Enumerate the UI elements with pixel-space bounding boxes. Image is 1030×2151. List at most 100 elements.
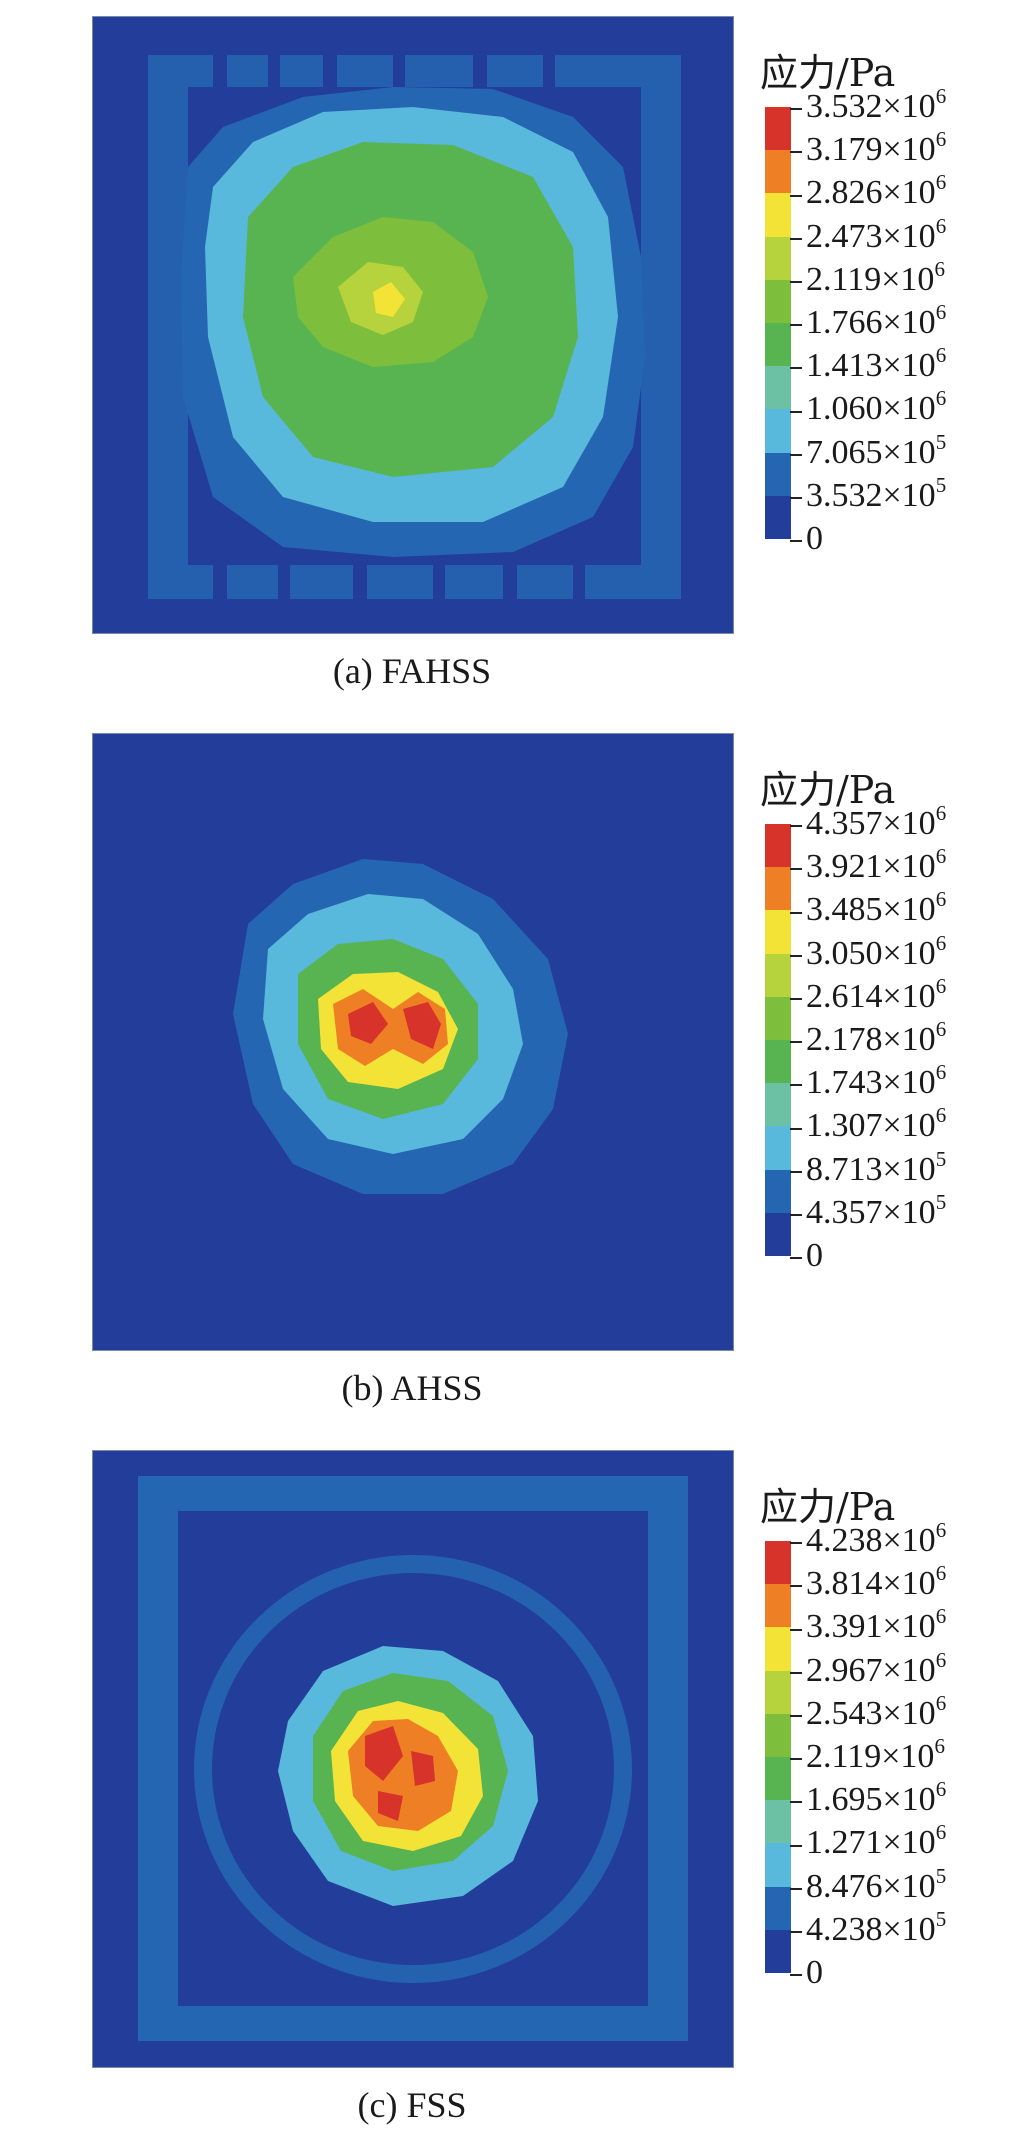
colorbar-band [765, 1843, 791, 1888]
tick-times-ten: ×10 [882, 217, 936, 255]
tick-exponent: 6 [935, 1017, 947, 1041]
colorbar-band [765, 1800, 791, 1844]
tick-exponent: 5 [935, 1863, 947, 1888]
tick-times-ten: ×10 [882, 1565, 936, 1603]
tick-exponent: 6 [935, 127, 947, 152]
colorbar [765, 107, 791, 540]
tick-times-ten: ×10 [882, 1107, 936, 1145]
tick-mantissa: 2.178 [806, 1021, 883, 1058]
colorbar-tick-label: 3.921×106 [790, 846, 946, 886]
tick-times-ten: ×10 [882, 805, 936, 842]
tick-mantissa: 1.743 [806, 1064, 883, 1102]
tick-times-ten: ×10 [882, 848, 936, 886]
tick-mark [790, 868, 802, 871]
colorbar-band [765, 279, 791, 324]
tick-mantissa: 1.271 [806, 1824, 883, 1862]
tick-mantissa: 4.357 [806, 805, 883, 842]
tick-exponent: 5 [935, 1906, 947, 1931]
tick-times-ten: ×10 [882, 1781, 936, 1819]
colorbar-band [765, 452, 791, 497]
tick-mantissa: 7.065 [806, 433, 883, 471]
tick-times-ten: ×10 [882, 1824, 936, 1862]
legend-title: 应力/Pa [760, 768, 896, 812]
tick-mark [790, 1628, 802, 1631]
colorbar-tick-label: 8.713×105 [790, 1148, 946, 1188]
tick-mantissa: 3.485 [806, 891, 883, 929]
tick-times-ten: ×10 [881, 1738, 935, 1775]
tick-mantissa: 2.826 [806, 174, 883, 212]
contour-ahss [93, 734, 733, 1350]
colorbar-tick-label: 2.543×106 [790, 1692, 946, 1732]
tick-mantissa: 4.357 [806, 1193, 883, 1231]
tick-times-ten: ×10 [882, 88, 936, 125]
panel-fss: 应力/Pa (c) FSS 4.238×106 3.814×106 3.391×10… [0, 1434, 1030, 2151]
colorbar-band [765, 1886, 791, 1931]
tick-exponent: 6 [935, 801, 947, 825]
tick-mark [790, 1084, 802, 1087]
tick-mantissa: 1.413 [806, 347, 883, 385]
colorbar-band [765, 996, 791, 1041]
tick-mark [790, 1041, 802, 1044]
colorbar-tick-label: 3.814×106 [790, 1563, 946, 1603]
colorbar-tick-label: 4.357×105 [790, 1191, 946, 1231]
tick-exponent: 6 [935, 930, 947, 955]
legend-title: 应力/Pa [760, 1485, 896, 1529]
colorbar-band [765, 150, 791, 194]
tick-mantissa: 1.060 [806, 390, 883, 428]
panel-fahss: 应力/Pa (a) FAHSS 3.532×106 3.179×106 2.826×… [0, 0, 1030, 717]
tick-exponent: 6 [935, 343, 947, 368]
colorbar-tick-label: 2.119×106 [790, 258, 945, 297]
colorbar-tick-label: 4.357×106 [790, 803, 946, 842]
colorbar-tick-label: 2.967×106 [790, 1649, 946, 1689]
tick-mark [790, 1127, 802, 1130]
tick-mark [790, 410, 802, 413]
tick-times-ten: ×10 [882, 1150, 936, 1188]
panel-caption: (a) FAHSS [332, 651, 492, 691]
tick-mantissa: 4.238 [806, 1522, 883, 1559]
colorbar-band [765, 366, 791, 410]
tick-mark [790, 1844, 802, 1847]
tick-exponent: 6 [934, 256, 945, 281]
tick-times-ten: ×10 [882, 1694, 936, 1732]
colorbar-tick-label: 2.826×106 [790, 172, 946, 212]
colorbar-tick-label: 1.766×106 [790, 302, 946, 341]
tick-mark [790, 1887, 802, 1890]
tick-exponent: 6 [935, 213, 947, 238]
tick-mantissa: 3.814 [806, 1565, 883, 1603]
tick-mantissa: 1.307 [806, 1107, 883, 1145]
colorbar-band [765, 1083, 791, 1127]
colorbar-band [765, 867, 791, 911]
tick-times-ten: ×10 [882, 433, 936, 471]
tick-exponent: 6 [935, 386, 947, 411]
tick-times-ten: ×10 [882, 304, 936, 341]
tick-times-ten: ×10 [882, 1193, 936, 1231]
stress-contour-plot [92, 1450, 734, 2068]
tick-mark [790, 281, 802, 283]
tick-times-ten: ×10 [882, 1651, 936, 1689]
colorbar-band [765, 1584, 791, 1628]
colorbar-tick-label: 3.485×106 [790, 889, 946, 929]
tick-mark [790, 453, 802, 456]
colorbar-band [765, 1929, 791, 1974]
tick-times-ten: ×10 [882, 1608, 936, 1646]
colorbar-tick-label: 3.391×106 [790, 1606, 946, 1646]
tick-exponent: 6 [935, 84, 947, 108]
tick-exponent: 5 [935, 472, 947, 497]
colorbar-band [765, 1713, 791, 1758]
colorbar-band [765, 910, 791, 955]
tick-exponent: 6 [935, 1820, 947, 1845]
colorbar-tick-label: 2.473×106 [790, 215, 946, 255]
tick-mark [790, 825, 802, 828]
colorbar-band [765, 1627, 791, 1672]
tick-mantissa: 3.050 [806, 934, 883, 972]
tick-mark [790, 497, 802, 499]
colorbar-tick-label: 1.271×106 [790, 1822, 946, 1862]
tick-mark [790, 911, 802, 914]
tick-exponent: 6 [935, 887, 947, 912]
tick-mantissa: 0 [806, 520, 823, 557]
tick-exponent: 5 [935, 1189, 947, 1214]
tick-exponent: 6 [934, 1734, 945, 1758]
tick-times-ten: ×10 [882, 1867, 936, 1905]
panel-caption: (c) FSS [357, 2085, 467, 2125]
tick-mantissa: 2.473 [806, 217, 883, 255]
